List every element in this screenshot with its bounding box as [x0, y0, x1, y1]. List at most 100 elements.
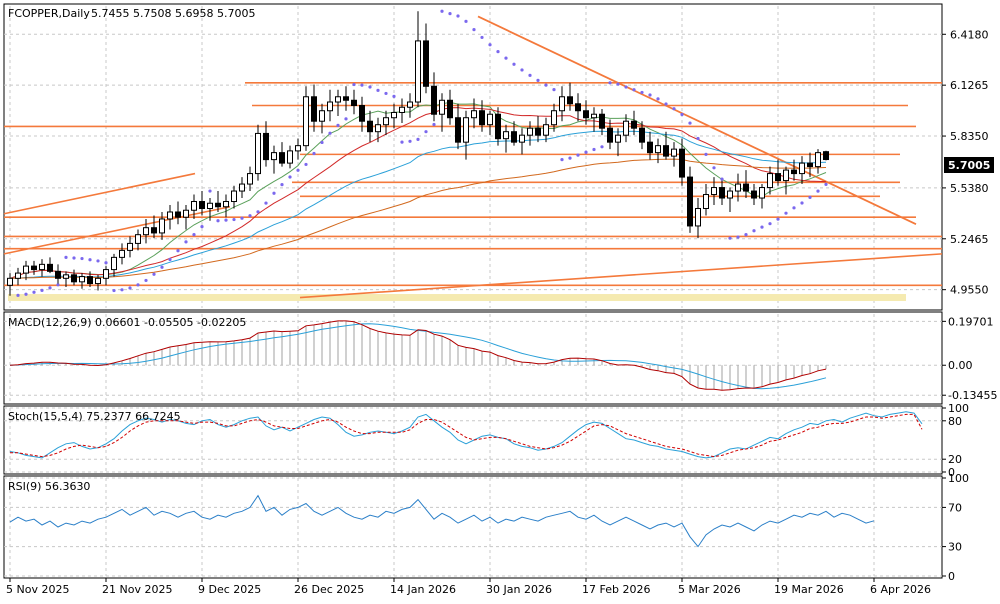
candle — [127, 236, 133, 258]
descending-trend-line — [477, 15, 917, 226]
chart-symbol: FCOPPER,Daily — [8, 7, 90, 20]
psar-dot — [480, 35, 484, 40]
candle — [271, 145, 277, 174]
candle-body — [583, 110, 589, 119]
candle — [487, 110, 493, 136]
candle-body — [159, 218, 165, 234]
candle-body — [791, 169, 797, 175]
candle-body — [423, 40, 429, 87]
candle-body — [719, 187, 725, 199]
psar-dot — [672, 107, 676, 111]
psar-dot — [792, 206, 796, 210]
psar-dot — [544, 83, 548, 87]
candle — [375, 117, 381, 143]
stoch-tick-label: 0 — [948, 466, 955, 479]
psar-dot — [184, 240, 188, 244]
psar-dot — [568, 156, 572, 160]
candle-body — [767, 173, 773, 189]
x-axis-labels: 5 Nov 2025 21 Nov 2025 9 Dec 2025 26 Dec 20… — [6, 578, 931, 596]
candle — [279, 142, 285, 167]
candle — [503, 124, 509, 153]
psar-dot — [208, 189, 212, 193]
psar-dot — [592, 147, 596, 152]
candle-body — [151, 227, 157, 234]
candle — [95, 274, 101, 291]
candle — [319, 103, 325, 134]
candle — [55, 264, 61, 284]
psar-dot — [496, 50, 500, 54]
candle-body — [111, 256, 117, 271]
psar-dot — [168, 257, 172, 262]
sma-long-line — [9, 158, 827, 279]
x-tick-label: 17 Feb 2026 — [582, 583, 650, 596]
psar-dot — [72, 256, 76, 260]
candle-body — [607, 127, 613, 143]
candle-body — [343, 96, 349, 101]
x-tick-label: 6 Apr 2026 — [870, 583, 931, 596]
candle — [87, 271, 93, 288]
psar-dot — [616, 82, 620, 86]
stoch-tick-label: 100 — [948, 402, 969, 415]
psar-dot — [696, 136, 700, 141]
candle-body — [455, 117, 461, 143]
candle — [167, 205, 173, 230]
candle — [695, 198, 701, 239]
psar-dot — [752, 229, 756, 233]
candle — [711, 177, 717, 206]
candle — [327, 89, 333, 122]
candle — [823, 150, 829, 161]
psar-dot — [16, 293, 20, 297]
rsi-title: RSI(9) 56.3630 — [8, 480, 90, 493]
candle — [31, 260, 37, 275]
price-pane-frame — [3, 3, 943, 311]
candle-body — [471, 110, 477, 119]
candle — [767, 166, 773, 195]
psar-dot — [96, 259, 100, 263]
psar-dot — [248, 214, 252, 218]
rsi-tick-label: 100 — [948, 472, 969, 485]
candle — [655, 138, 661, 164]
x-tick-label: 5 Mar 2026 — [678, 583, 741, 596]
psar-dot — [32, 290, 36, 294]
candle — [287, 145, 293, 169]
candle-body — [415, 40, 421, 103]
candle — [359, 96, 365, 132]
candle-body — [367, 120, 373, 133]
current-price-label: 5.7005 — [948, 159, 990, 172]
candle-body — [31, 265, 37, 271]
candle — [615, 128, 621, 157]
candle — [455, 103, 461, 150]
long-rising-trend-line — [299, 253, 943, 299]
candle — [151, 215, 157, 239]
psar-dot — [344, 117, 348, 121]
candle-body — [279, 152, 285, 164]
candle-body — [783, 169, 789, 182]
rising-channel-lower — [3, 205, 231, 255]
candle-body — [559, 96, 565, 112]
candle-body — [639, 127, 645, 143]
psar-dot — [312, 151, 316, 156]
psar-dot — [456, 14, 460, 18]
horizontal-levels — [4, 82, 942, 287]
psar-dot — [256, 210, 260, 214]
psar-dot — [304, 162, 308, 167]
psar-dot — [784, 211, 788, 215]
psar-dot — [808, 195, 812, 199]
psar-dot — [296, 168, 300, 172]
candle-body — [495, 113, 501, 140]
psar-dot — [560, 158, 564, 162]
stoch-title: Stoch(15,5,4) 75.2377 66.7245 — [8, 410, 181, 423]
psar-dot — [416, 137, 420, 141]
candle — [351, 89, 357, 115]
candle — [231, 185, 237, 209]
candle — [551, 103, 557, 132]
candle-body — [103, 269, 109, 279]
psar-dot — [536, 78, 540, 82]
psar-dot — [232, 217, 236, 222]
psar-dot — [288, 175, 292, 179]
candle-body — [287, 150, 293, 164]
candle-body — [631, 120, 637, 129]
psar-dot — [320, 140, 324, 145]
